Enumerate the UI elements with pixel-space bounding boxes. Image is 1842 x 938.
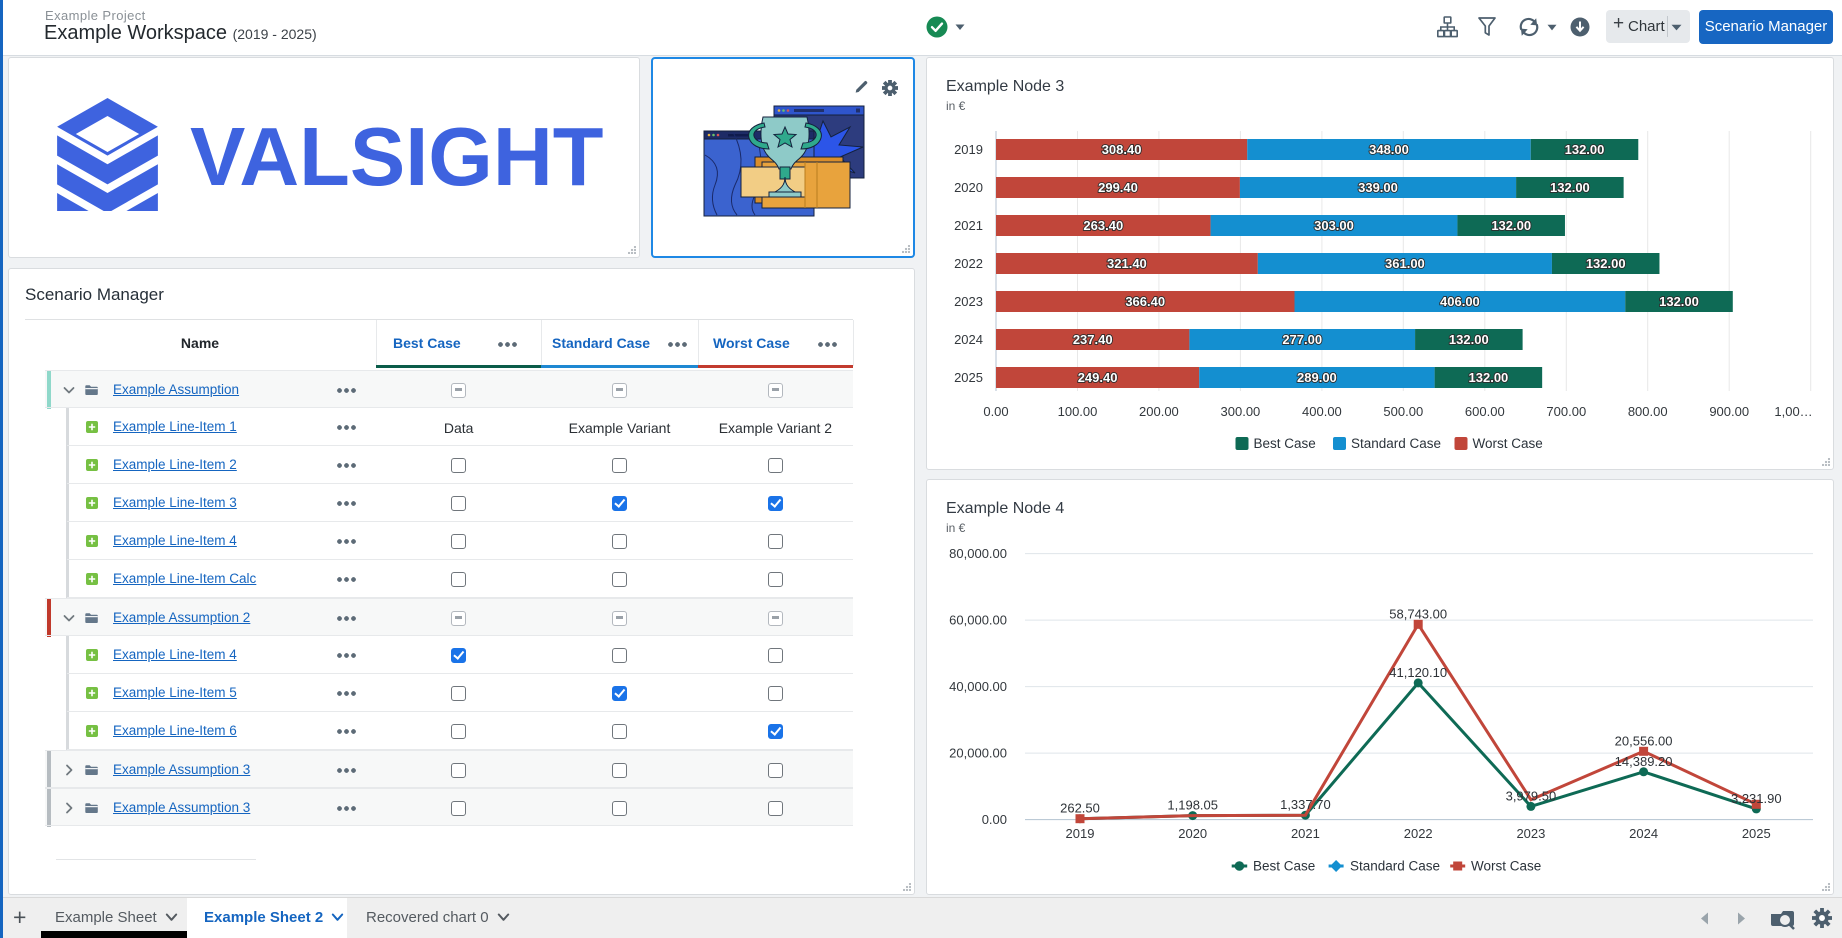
svg-text:2020: 2020 [1178, 826, 1207, 841]
svg-text:Standard Case: Standard Case [1351, 436, 1441, 451]
svg-text:299.40: 299.40 [1098, 180, 1138, 195]
svg-text:Best Case: Best Case [1253, 859, 1315, 874]
svg-text:Best Case: Best Case [1254, 436, 1316, 451]
svg-text:2020: 2020 [954, 180, 983, 195]
svg-text:132.00: 132.00 [1565, 142, 1605, 157]
svg-text:0.00: 0.00 [983, 404, 1008, 419]
svg-text:800.00: 800.00 [1628, 404, 1668, 419]
svg-text:132.00: 132.00 [1550, 180, 1590, 195]
svg-text:600.00: 600.00 [1465, 404, 1505, 419]
svg-text:300.00: 300.00 [1221, 404, 1261, 419]
svg-text:58,743.00: 58,743.00 [1389, 606, 1447, 621]
svg-text:361.00: 361.00 [1385, 256, 1425, 271]
svg-text:277.00: 277.00 [1282, 332, 1322, 347]
svg-text:406.00: 406.00 [1440, 294, 1480, 309]
svg-text:80,000.00: 80,000.00 [949, 546, 1007, 561]
svg-text:2021: 2021 [954, 218, 983, 233]
svg-text:3,231.90: 3,231.90 [1731, 791, 1782, 806]
svg-text:3,979.50: 3,979.50 [1506, 788, 1557, 803]
svg-text:289.00: 289.00 [1297, 370, 1337, 385]
svg-text:41,120.10: 41,120.10 [1389, 665, 1447, 680]
svg-text:339.00: 339.00 [1358, 180, 1398, 195]
svg-text:400.00: 400.00 [1302, 404, 1342, 419]
svg-text:2023: 2023 [1516, 826, 1545, 841]
svg-text:132.00: 132.00 [1586, 256, 1626, 271]
svg-text:20,000.00: 20,000.00 [949, 746, 1007, 761]
svg-text:2019: 2019 [954, 142, 983, 157]
svg-text:2025: 2025 [954, 370, 983, 385]
svg-text:500.00: 500.00 [1383, 404, 1423, 419]
svg-text:Worst Case: Worst Case [1471, 859, 1541, 874]
svg-text:Standard Case: Standard Case [1350, 859, 1440, 874]
svg-text:2022: 2022 [1404, 826, 1433, 841]
svg-text:40,000.00: 40,000.00 [949, 679, 1007, 694]
svg-text:2019: 2019 [1066, 826, 1095, 841]
svg-text:348.00: 348.00 [1369, 142, 1409, 157]
svg-text:366.40: 366.40 [1125, 294, 1165, 309]
svg-text:2025: 2025 [1742, 826, 1771, 841]
svg-text:303.00: 303.00 [1314, 218, 1354, 233]
svg-text:249.40: 249.40 [1078, 370, 1118, 385]
svg-text:1,337.70: 1,337.70 [1280, 797, 1331, 812]
svg-text:Worst Case: Worst Case [1473, 436, 1543, 451]
svg-text:2021: 2021 [1291, 826, 1320, 841]
svg-text:132.00: 132.00 [1659, 294, 1699, 309]
svg-text:321.40: 321.40 [1107, 256, 1147, 271]
svg-text:132.00: 132.00 [1491, 218, 1531, 233]
svg-text:2023: 2023 [954, 294, 983, 309]
svg-text:263.40: 263.40 [1083, 218, 1123, 233]
svg-text:237.40: 237.40 [1073, 332, 1113, 347]
svg-text:1,198.05: 1,198.05 [1167, 798, 1218, 813]
svg-text:2024: 2024 [1629, 826, 1658, 841]
svg-text:0.00: 0.00 [982, 812, 1007, 827]
svg-text:20,556.00: 20,556.00 [1615, 733, 1673, 748]
svg-text:132.00: 132.00 [1449, 332, 1489, 347]
svg-text:100.00: 100.00 [1058, 404, 1098, 419]
svg-text:2022: 2022 [954, 256, 983, 271]
svg-text:262.50: 262.50 [1060, 801, 1100, 816]
svg-text:14,389.20: 14,389.20 [1615, 754, 1673, 769]
svg-text:132.00: 132.00 [1469, 370, 1509, 385]
svg-text:700.00: 700.00 [1546, 404, 1586, 419]
svg-text:308.40: 308.40 [1102, 142, 1142, 157]
svg-text:2024: 2024 [954, 332, 983, 347]
svg-text:60,000.00: 60,000.00 [949, 613, 1007, 628]
svg-text:200.00: 200.00 [1139, 404, 1179, 419]
svg-text:1,00…: 1,00… [1774, 404, 1812, 419]
svg-text:900.00: 900.00 [1709, 404, 1749, 419]
